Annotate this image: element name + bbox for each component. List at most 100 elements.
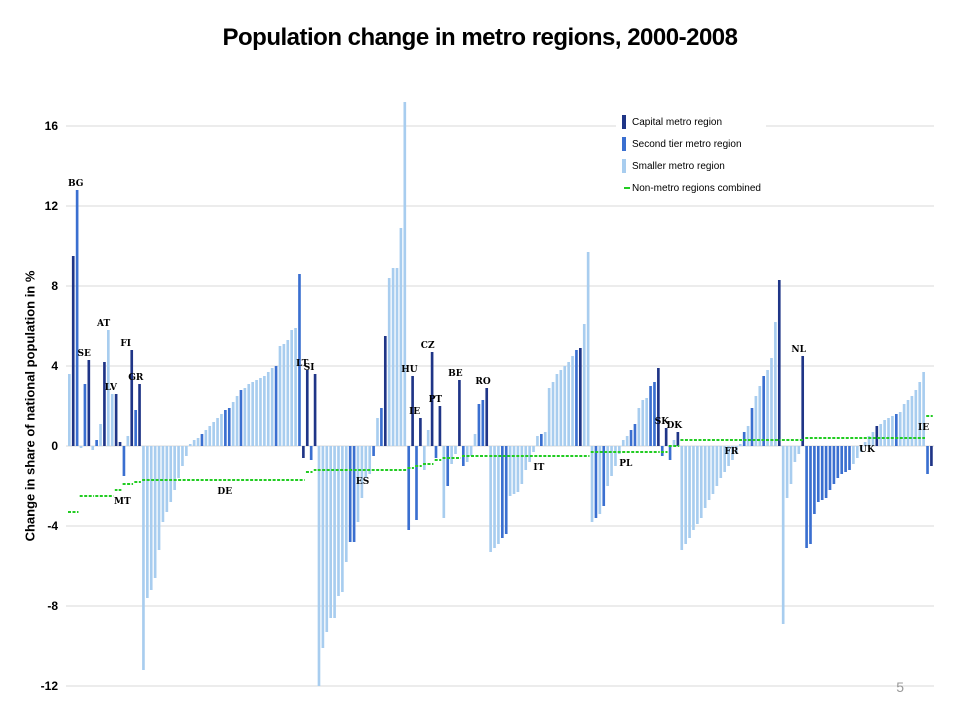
bar-de	[146, 446, 149, 598]
bar-ie	[415, 446, 418, 520]
bar-pl	[641, 400, 645, 446]
country-label: MT	[114, 497, 131, 507]
y-tick-label: 4	[51, 359, 58, 373]
legend-swatch-capital	[622, 115, 626, 129]
bar-fr	[727, 446, 730, 466]
country-label: IE	[918, 423, 929, 433]
bar-uk	[805, 446, 808, 548]
bar-uk	[824, 446, 828, 498]
bar-uk	[859, 446, 863, 452]
bar-fr	[731, 446, 734, 460]
country-label: RO	[475, 377, 490, 387]
country-label: FR	[725, 447, 739, 457]
y-tick-label: -8	[47, 599, 58, 613]
bar-ie	[926, 446, 929, 474]
bar-it	[520, 446, 524, 484]
bar-de	[181, 446, 184, 466]
bar-de	[266, 372, 270, 446]
y-tick-label: 0	[51, 439, 58, 453]
bar-es	[399, 228, 403, 446]
bar-fr	[692, 446, 695, 530]
bar-de	[298, 274, 301, 446]
bar-uk	[840, 446, 844, 474]
bar-nl	[785, 446, 789, 498]
bar-fr	[711, 446, 715, 494]
bar-es	[403, 102, 407, 446]
bar-es	[344, 446, 348, 562]
country-label: LV	[105, 383, 118, 393]
bar-fr	[684, 446, 687, 544]
y-tick-label: 16	[45, 119, 59, 133]
bar-es	[368, 446, 372, 474]
bar-uk	[894, 414, 898, 446]
bar-pl	[594, 446, 598, 518]
bar-at	[99, 424, 102, 446]
bar-de	[208, 426, 212, 446]
bar-se	[91, 446, 95, 450]
bar-it	[555, 374, 559, 446]
country-label: CZ	[421, 341, 435, 351]
bar-dk	[672, 440, 676, 446]
bar-de	[227, 408, 231, 446]
bar-it	[524, 446, 528, 470]
bar-it	[536, 436, 539, 446]
bar-pl	[590, 446, 594, 522]
bar-it	[563, 366, 567, 446]
country-label: ES	[356, 477, 369, 487]
bar-pt	[434, 446, 438, 458]
bar-it	[586, 252, 590, 446]
bar-it	[579, 348, 582, 446]
bar-at	[95, 440, 98, 446]
bar-es	[329, 446, 333, 618]
bar-de	[200, 434, 204, 446]
bar-de	[286, 340, 290, 446]
bar-it	[582, 324, 586, 446]
bar-fi	[130, 350, 134, 446]
bar-ro	[477, 404, 481, 446]
bar-sk	[664, 428, 668, 446]
bar-fr	[738, 444, 742, 446]
bar-lt	[309, 446, 313, 460]
bar-it	[551, 382, 555, 446]
bar-pl	[653, 382, 656, 446]
bar-es	[341, 446, 344, 592]
bar-ro	[465, 446, 469, 462]
bar-es	[383, 336, 387, 446]
country-label: SE	[78, 349, 91, 359]
bar-fr	[688, 446, 691, 538]
bar-es	[380, 408, 383, 446]
legend-swatch-second	[622, 137, 626, 151]
bar-pl	[633, 424, 637, 446]
bar-de	[185, 446, 188, 456]
bar-it	[567, 362, 570, 446]
bar-es	[348, 446, 352, 542]
bar-pl	[637, 408, 641, 446]
bar-es	[337, 446, 340, 596]
bar-uk	[809, 446, 812, 544]
bar-uk	[898, 412, 902, 446]
bar-nl	[793, 446, 797, 462]
bar-it	[516, 446, 520, 492]
bar-fr	[723, 446, 726, 472]
bar-ro	[473, 434, 477, 446]
bar-es	[391, 268, 395, 446]
bar-se	[83, 384, 87, 446]
legend-label: Second tier metro region	[632, 139, 742, 150]
bar-es	[387, 278, 391, 446]
bar-de	[290, 330, 293, 446]
bar-hu	[407, 446, 411, 530]
bar-it	[575, 350, 578, 446]
bar-de	[243, 388, 247, 446]
bar-pl	[610, 446, 613, 476]
bar-be	[446, 446, 450, 486]
country-label: LT	[296, 359, 309, 369]
bar-pl	[657, 368, 660, 446]
bar-pl	[621, 440, 625, 446]
bar-nl	[797, 446, 801, 454]
bar-uk	[906, 400, 910, 446]
bar-de	[216, 418, 219, 446]
bar-pl	[598, 446, 602, 514]
bar-pl	[602, 446, 606, 506]
bar-fr	[777, 280, 781, 446]
bar-hu	[411, 376, 414, 446]
